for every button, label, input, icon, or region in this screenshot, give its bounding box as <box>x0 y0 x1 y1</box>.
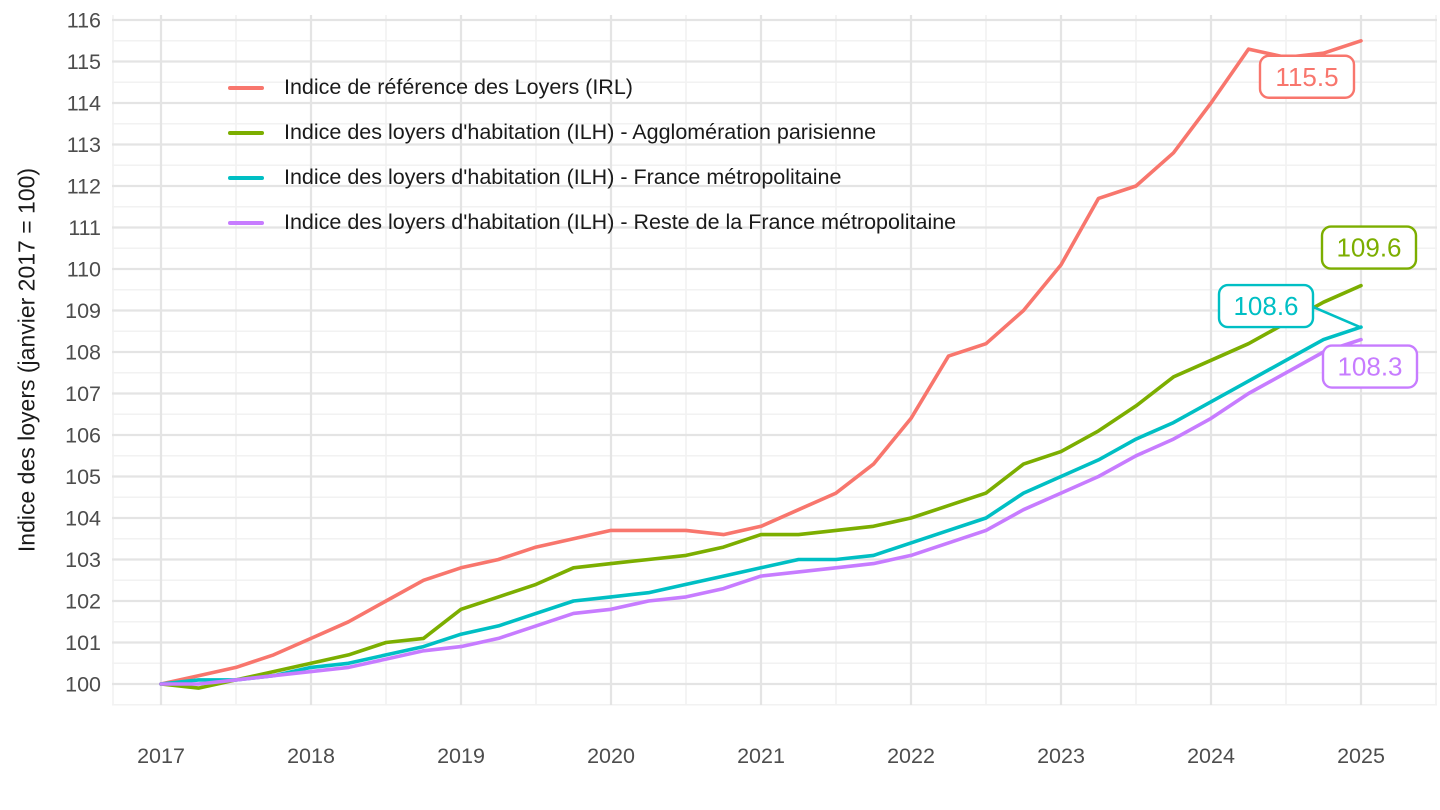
y-tick-label: 109 <box>65 299 101 323</box>
end-label-leader-2 <box>1310 304 1361 329</box>
series-end-labels: 115.5 109.6 108.6 108.3 <box>1217 54 1419 389</box>
legend-label-ilh-paris: Indice des loyers d'habitation (ILH) - A… <box>284 120 877 144</box>
legend-item-irl: Indice de référence des Loyers (IRL) <box>228 65 956 110</box>
legend-item-ilh-reste: Indice des loyers d'habitation (ILH) - R… <box>228 200 956 245</box>
legend-item-ilh-france: Indice des loyers d'habitation (ILH) - F… <box>228 155 956 200</box>
x-tick-label: 2017 <box>137 744 185 768</box>
end-label-value-2: 108.6 <box>1233 291 1298 321</box>
y-tick-label: 115 <box>67 50 101 74</box>
y-tick-label: 104 <box>65 507 101 531</box>
legend-label-irl: Indice de référence des Loyers (IRL) <box>284 75 633 99</box>
series-line-0 <box>159 38 1363 686</box>
x-tick-label: 2019 <box>437 744 485 768</box>
y-tick-label: 112 <box>67 175 101 199</box>
end-label-box-2 <box>1217 283 1315 329</box>
x-tick-label: 2024 <box>1187 744 1235 768</box>
y-tick-label: 111 <box>68 216 101 240</box>
axis-tick-labels: 100 101 102 103 104 105 106 107 108 109 110 111 112 1… <box>65 9 1385 769</box>
y-tick-label: 103 <box>65 548 101 572</box>
x-tick-label: 2018 <box>287 744 335 768</box>
x-tick-label: 2025 <box>1337 744 1385 768</box>
y-tick-label: 106 <box>65 424 101 448</box>
legend-label-ilh-reste: Indice des loyers d'habitation (ILH) - R… <box>284 210 957 234</box>
legend-item-ilh-paris: Indice des loyers d'habitation (ILH) - A… <box>228 110 956 155</box>
end-label-box-3 <box>1321 344 1419 389</box>
legend: Indice de référence des Loyers (IRL) Ind… <box>228 65 956 245</box>
series-line-3 <box>159 337 1363 686</box>
end-label-box-1 <box>1320 225 1418 270</box>
legend-key-irl <box>228 85 264 90</box>
end-label-box-0 <box>1258 54 1356 99</box>
y-tick-label: 101 <box>65 631 101 655</box>
end-label-value-1: 109.6 <box>1336 233 1401 263</box>
y-tick-label: 116 <box>67 9 101 33</box>
y-tick-label: 108 <box>65 341 101 365</box>
series-line-1 <box>159 283 1363 690</box>
y-tick-label: 100 <box>65 673 101 697</box>
y-tick-label: 107 <box>65 382 101 406</box>
x-tick-label: 2020 <box>587 744 635 768</box>
series-line-2 <box>159 325 1363 686</box>
x-tick-label: 2023 <box>1037 744 1085 768</box>
y-tick-label: 105 <box>65 465 101 489</box>
end-label-value-0: 115.5 <box>1275 62 1338 92</box>
series-lines <box>159 38 1363 690</box>
y-tick-label: 114 <box>67 92 101 116</box>
y-axis-title: Indice des loyers (janvier 2017 = 100) <box>13 167 40 553</box>
y-tick-label: 113 <box>67 133 101 157</box>
y-tick-label: 110 <box>67 258 101 282</box>
end-label-value-3: 108.3 <box>1337 352 1402 382</box>
grid-major <box>112 15 1437 705</box>
legend-label-ilh-france: Indice des loyers d'habitation (ILH) - F… <box>284 165 842 189</box>
legend-key-ilh-france <box>228 175 264 180</box>
y-tick-label: 102 <box>65 590 101 614</box>
legend-key-ilh-reste <box>228 220 264 225</box>
grid-minor <box>112 15 1437 706</box>
x-tick-label: 2022 <box>887 744 935 768</box>
x-tick-label: 2021 <box>737 744 785 768</box>
legend-key-ilh-paris <box>228 130 264 135</box>
